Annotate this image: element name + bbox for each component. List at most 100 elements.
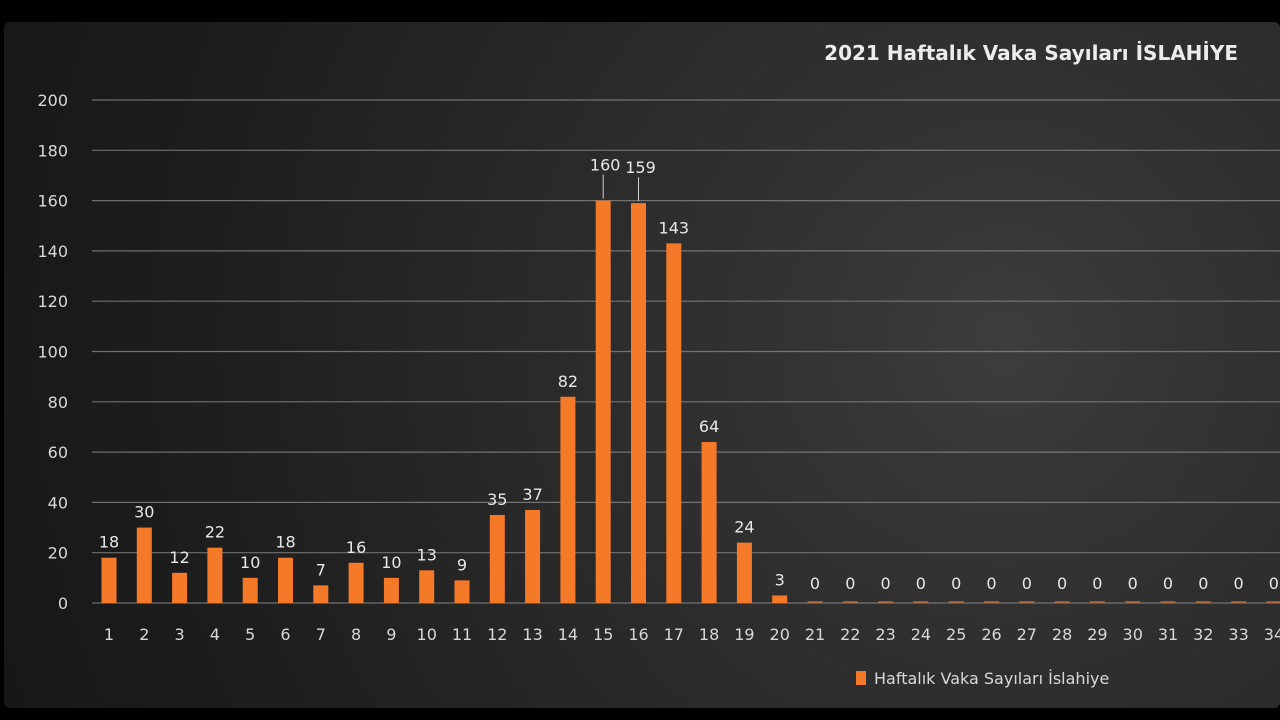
data-label: 82 [558,372,578,391]
bar [878,601,894,603]
bar [525,509,541,603]
bar [701,442,717,603]
x-tick-label: 22 [840,625,860,644]
data-label: 0 [1163,574,1173,593]
chart-panel: 2021 Haftalık Vaka Sayıları İSLAHİYE 0 20… [4,22,1280,708]
bar [101,557,117,603]
x-tick-label: 33 [1228,625,1248,644]
x-tick-label: 1 [104,625,114,644]
x-tick-label: 8 [351,625,361,644]
bar [1089,601,1105,603]
x-tick-label: 26 [981,625,1001,644]
bar [772,595,788,603]
legend-swatch [856,671,866,685]
x-tick-label: 19 [734,625,754,644]
data-label: 10 [240,553,260,572]
x-tick-label: 25 [946,625,966,644]
bar [948,601,964,603]
bar [736,542,752,603]
x-tick-label: 29 [1087,625,1107,644]
data-label: 22 [205,523,225,542]
x-tick-label: 31 [1158,625,1178,644]
y-tick-label: 80 [48,393,68,412]
data-label: 3 [775,570,785,589]
x-tick-label: 2 [139,625,149,644]
y-tick-label: 160 [37,192,68,211]
x-tick-label: 32 [1193,625,1213,644]
x-tick-label: 16 [628,625,648,644]
y-tick-label: 100 [37,343,68,362]
bar [348,562,364,603]
x-tick-label: 34 [1264,625,1280,644]
x-tick-label: 30 [1123,625,1143,644]
x-tick-label: 15 [593,625,613,644]
data-label: 30 [134,503,154,522]
bar [419,570,435,603]
chart-title: 2021 Haftalık Vaka Sayıları İSLAHİYE [824,41,1238,65]
data-label: 0 [951,574,961,593]
data-label: 0 [1198,574,1208,593]
data-label: 0 [1128,574,1138,593]
x-tick-label: 12 [487,625,507,644]
x-tick-label: 7 [316,625,326,644]
x-tick-label: 24 [911,625,931,644]
legend: Haftalık Vaka Sayıları İslahiye [856,669,1109,688]
legend-label: Haftalık Vaka Sayıları İslahiye [874,669,1109,688]
data-label: 0 [986,574,996,593]
x-tick-label: 18 [699,625,719,644]
data-label: 0 [1057,574,1067,593]
data-label: 13 [417,545,437,564]
x-tick-label: 17 [664,625,684,644]
data-label: 0 [845,574,855,593]
bar [631,203,646,604]
x-tick-label: 14 [558,625,578,644]
data-label: 0 [1234,574,1244,593]
bar [242,577,258,603]
data-label: 9 [457,555,467,574]
bar [1231,601,1247,603]
data-label: 24 [734,518,754,537]
bar [454,580,470,603]
bar [842,601,858,603]
x-tick-label: 11 [452,625,472,644]
bars [101,200,1280,604]
data-label: 35 [487,490,507,509]
bar [313,585,329,603]
data-label: 18 [99,533,119,552]
gridlines [92,99,1280,604]
y-tick-label: 0 [58,594,68,613]
bar [1195,601,1211,603]
y-tick-label: 120 [37,292,68,311]
data-label: 0 [1092,574,1102,593]
x-tick-label: 4 [210,625,220,644]
y-tick-label: 180 [37,141,68,160]
y-tick-label: 200 [37,91,68,110]
bar [207,547,223,603]
bar [666,243,682,604]
x-tick-label: 6 [280,625,290,644]
data-label: 12 [169,548,189,567]
data-label: 159 [625,158,656,177]
bar [1160,601,1176,603]
data-label: 0 [1022,574,1032,593]
data-label: 16 [346,538,366,557]
bar [1125,601,1141,603]
data-label: 0 [881,574,891,593]
x-tick-label: 28 [1052,625,1072,644]
x-tick-label: 23 [875,625,895,644]
data-label: 143 [659,218,690,237]
y-tick-label: 20 [48,544,68,563]
x-tick-label: 9 [386,625,396,644]
data-label: 37 [522,485,542,504]
data-label: 10 [381,553,401,572]
x-tick-label: 20 [770,625,790,644]
bar-chart: 2021 Haftalık Vaka Sayıları İSLAHİYE 020… [37,41,1280,688]
x-tick-label: 27 [1017,625,1037,644]
bar [807,601,823,603]
bar [560,396,576,603]
data-label: 18 [275,533,295,552]
bar [1054,601,1070,603]
bar [172,572,188,603]
data-label: 0 [916,574,926,593]
data-label: 0 [1269,574,1279,593]
